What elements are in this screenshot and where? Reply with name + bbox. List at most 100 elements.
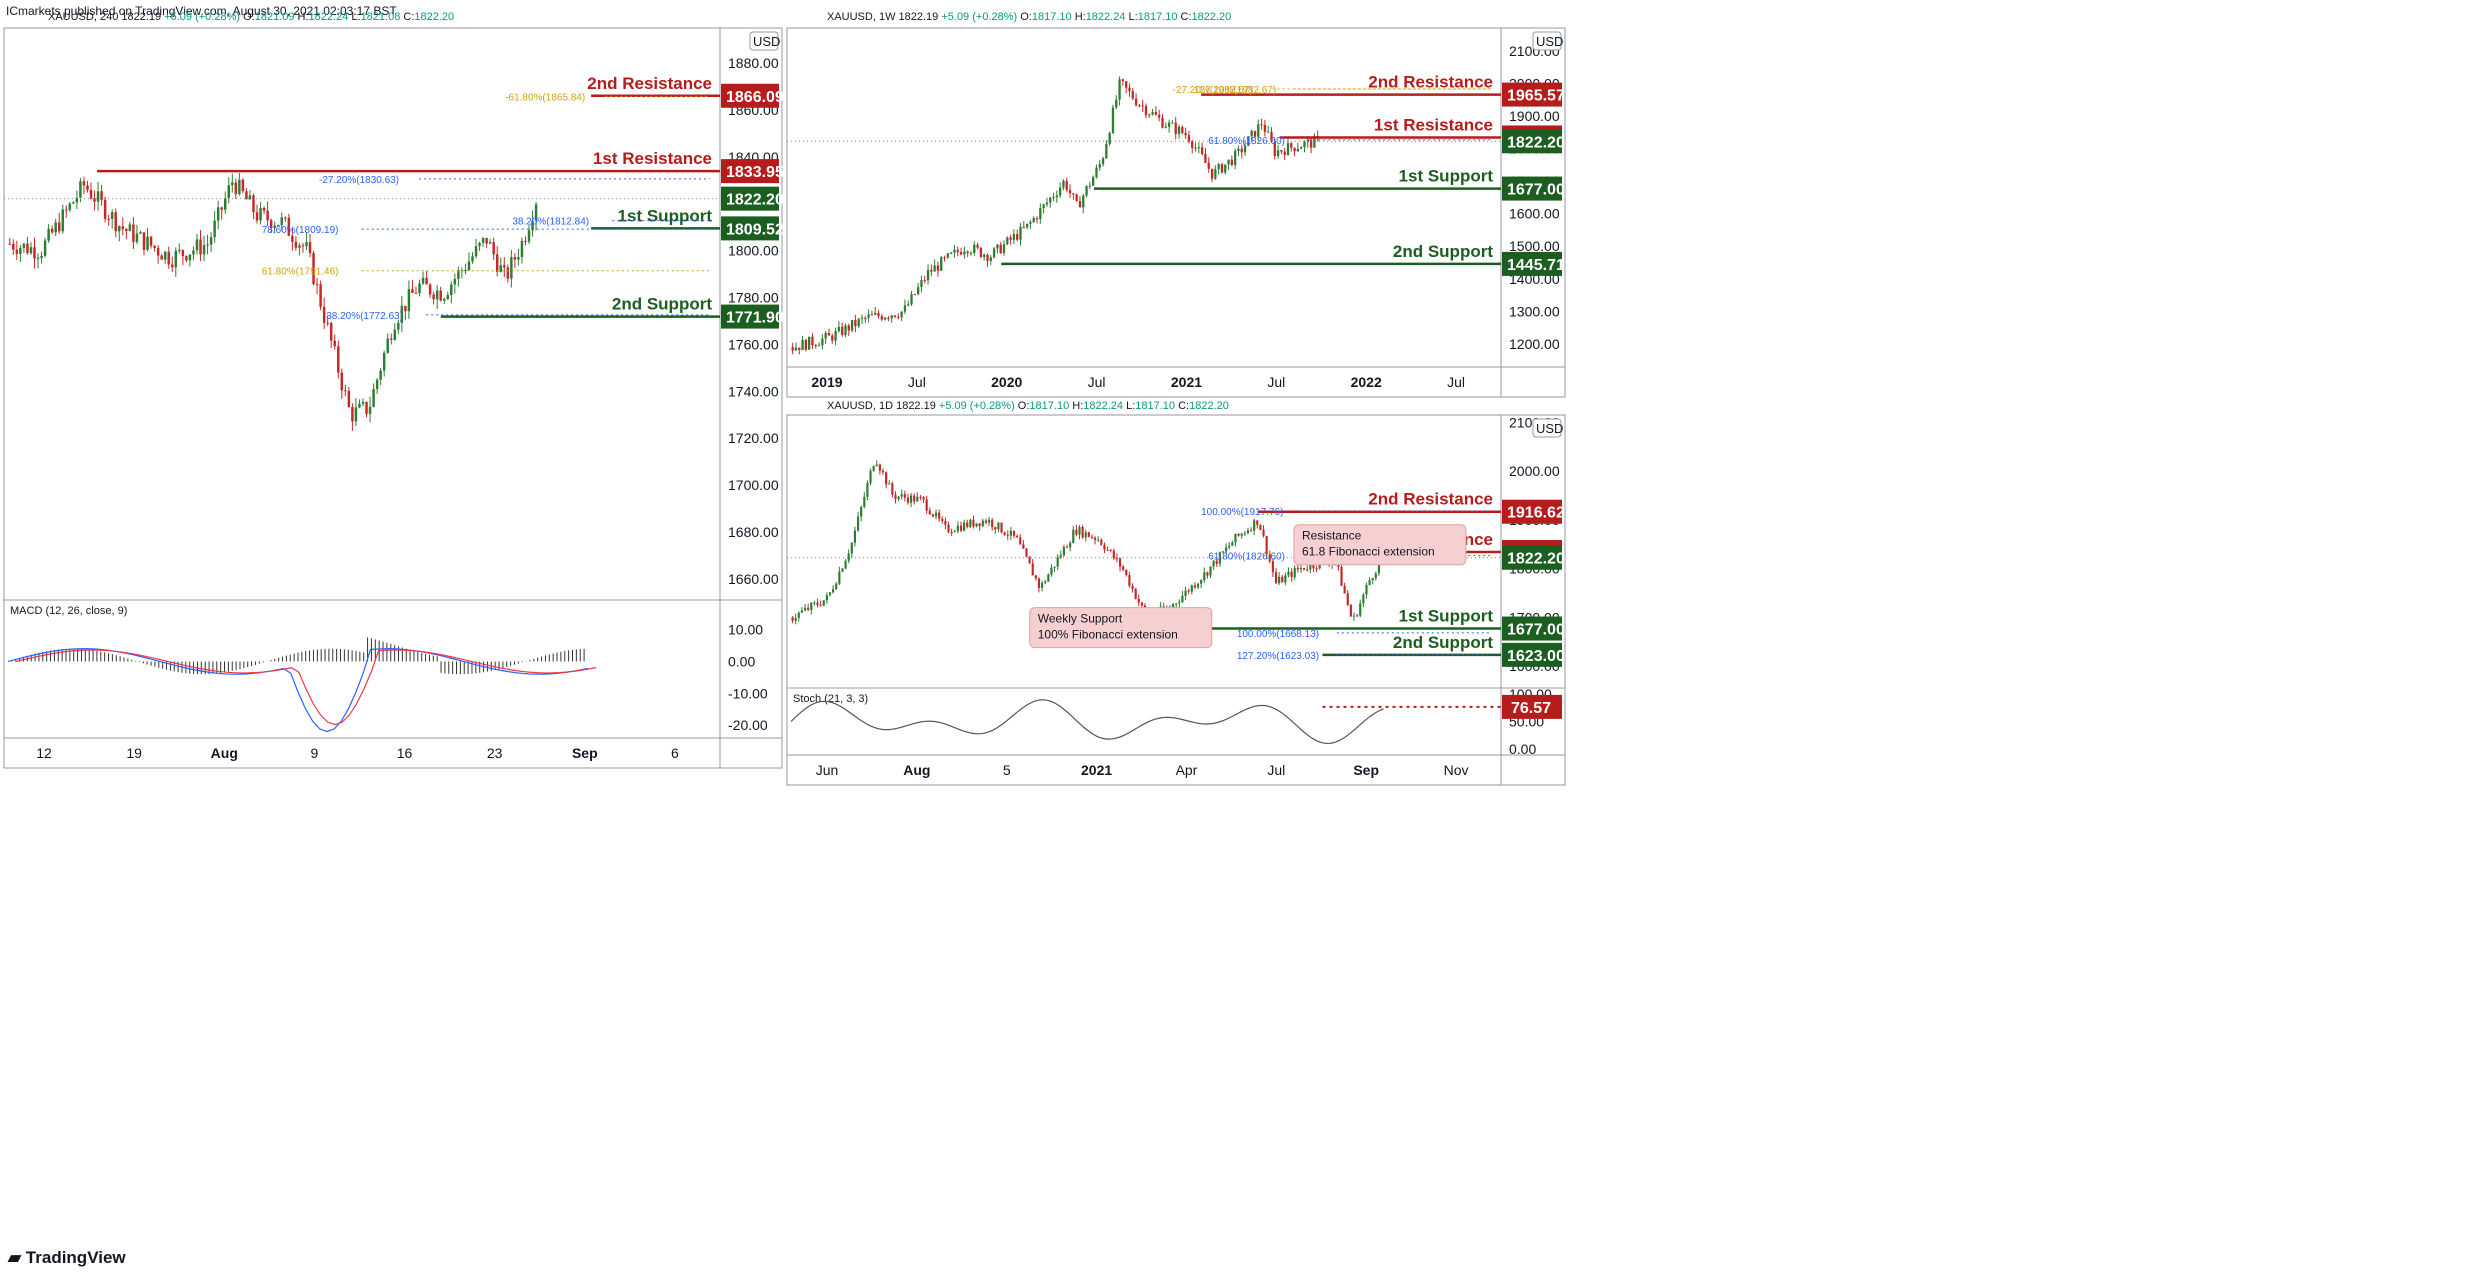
w1-candle	[1280, 150, 1283, 152]
d1-candle	[875, 464, 878, 466]
h4-candle	[245, 191, 248, 200]
w1-candle	[1290, 143, 1293, 148]
d1-candle	[1343, 585, 1346, 594]
d1-candle	[1352, 615, 1356, 617]
h4-fib-label: -27.20%(1830.63)	[319, 175, 399, 186]
d1-candle	[1009, 530, 1012, 536]
d1-candle	[1312, 563, 1315, 569]
h4-candle	[174, 250, 178, 268]
w1-candle	[1230, 159, 1234, 165]
w1-level-tag: 1965.57	[1507, 88, 1565, 105]
d1-candle	[888, 483, 891, 485]
w1-candle	[1134, 98, 1138, 106]
w1-candle	[834, 331, 837, 341]
w1-candle	[897, 316, 900, 318]
w1-candle	[992, 248, 996, 258]
w1-candle	[959, 252, 963, 255]
d1-level-tag-bg	[1502, 642, 1562, 667]
w1-candle	[907, 304, 910, 306]
h4-candle	[446, 295, 450, 299]
h4-candle	[354, 407, 358, 422]
d1-candle	[1187, 590, 1190, 592]
w1-candle	[1240, 148, 1243, 153]
w1-x-tick: 2020	[991, 374, 1022, 390]
d1-candle	[1287, 571, 1290, 576]
h4-candle	[19, 247, 22, 254]
h4-candle	[96, 191, 100, 202]
h4-candle	[192, 250, 195, 255]
h4-candle	[213, 220, 216, 238]
w1-candle	[1009, 237, 1012, 240]
w1-candle	[1029, 221, 1032, 224]
w1-header-part: 1822.19	[899, 11, 942, 23]
d1-fib-label: 127.20%(1623.03)	[1237, 651, 1319, 662]
h4-candle	[227, 185, 231, 199]
w1-header-part: L:	[1129, 11, 1138, 23]
d1-candle	[1012, 530, 1016, 536]
d1-candle	[1059, 555, 1062, 558]
d1-candle	[1140, 602, 1143, 606]
w1-candle	[870, 314, 874, 316]
d1-candle	[906, 497, 910, 503]
w1-chart: XAUUSD, 1W 1822.19 +5.09 (+0.28%) O:1817…	[786, 11, 1566, 398]
h4-candle	[139, 232, 142, 234]
d1-candle	[981, 520, 984, 527]
w1-candle	[808, 336, 811, 350]
h4-candle	[33, 247, 36, 259]
d1-candle	[916, 496, 919, 502]
d1-candle	[885, 472, 888, 485]
d1-header-part: C:	[1178, 400, 1189, 412]
d1-candle	[807, 607, 810, 610]
w1-candle	[1065, 180, 1068, 190]
w1-x-tick: 2021	[1171, 374, 1202, 390]
h4-candle	[146, 236, 149, 250]
h4-level-tag-bg	[721, 159, 779, 184]
w1-candle	[916, 287, 920, 295]
d1-candle	[832, 589, 835, 593]
w1-candle	[999, 244, 1002, 254]
h4-candle	[75, 197, 79, 203]
h4-candle	[280, 217, 283, 225]
h4-candle	[269, 220, 273, 228]
w1-header: XAUUSD, 1W 1822.19 +5.09 (+0.28%) O:1817…	[827, 11, 1231, 23]
d1-candle	[844, 560, 847, 569]
d1-candle	[944, 520, 947, 525]
w1-candle	[1068, 189, 1072, 194]
h4-candle	[209, 237, 213, 245]
w1-level-tag-bg	[1502, 176, 1562, 201]
w1-candle	[1303, 141, 1306, 148]
h4-candle	[315, 284, 319, 286]
d1-candle	[1274, 572, 1278, 584]
h4-candle	[534, 204, 538, 221]
h4-candle	[54, 222, 57, 233]
d1-candle	[1109, 549, 1112, 551]
h4-header-part: C:	[403, 11, 414, 23]
w1-candle	[1276, 150, 1280, 157]
d1-candle	[1234, 533, 1237, 543]
d1-candle	[1053, 566, 1056, 568]
d1-candle	[847, 553, 850, 561]
h4-currency: USD	[753, 34, 780, 49]
d1-candle	[1019, 537, 1022, 545]
w1-y-tick: 1200.00	[1509, 336, 1560, 352]
d1-level-tag-bg	[1502, 499, 1562, 524]
w1-candle	[847, 325, 850, 331]
d1-candle	[1359, 603, 1362, 616]
h4-header: XAUUSD, 240 1822.19 +5.09 (+0.28%) O:182…	[48, 11, 454, 23]
h4-candle	[43, 240, 47, 256]
w1-x-tick: 2019	[811, 374, 842, 390]
h4-candle	[206, 244, 209, 246]
h4-candle	[287, 217, 291, 236]
h4-level-tag-bg	[721, 216, 779, 241]
d1-header-part: H:	[1072, 400, 1083, 412]
d1-candle	[797, 612, 800, 618]
h4-header-part: XAUUSD, 240	[48, 11, 121, 23]
d1-candle	[1087, 532, 1090, 537]
d1-candle	[925, 499, 928, 511]
d1-candle	[947, 524, 950, 532]
w1-y-tick: 1500.00	[1509, 238, 1560, 254]
h4-candle	[199, 239, 202, 255]
w1-candle	[1220, 164, 1224, 173]
d1-candle	[1302, 567, 1306, 570]
h4-level-tag: 1866.09	[726, 89, 784, 106]
